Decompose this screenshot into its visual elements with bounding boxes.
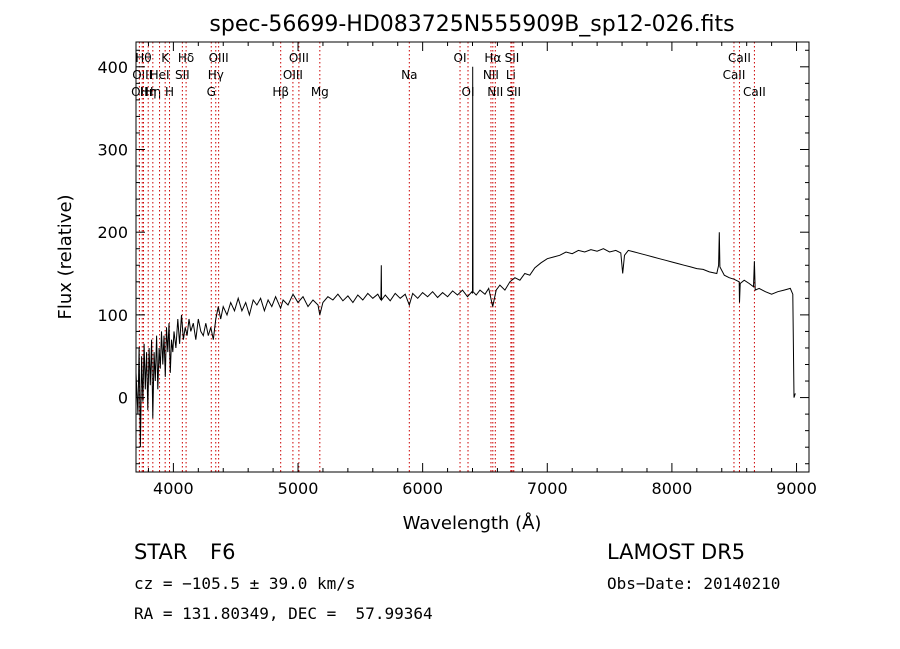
redshift-velocity: cz = −105.5 ± 39.0 km/s xyxy=(134,574,356,593)
spectral-line-label: OIII xyxy=(289,51,309,65)
coordinates: RA = 131.80349, DEC = 57.99364 xyxy=(134,604,433,623)
spectral-line-label: Hδ xyxy=(178,51,194,65)
spectral-line-label: SII xyxy=(506,85,521,99)
y-tick-label: 200 xyxy=(97,223,128,242)
y-axis-label: Flux (relative) xyxy=(55,194,76,319)
object-subclass: F6 xyxy=(210,540,236,564)
survey-name: LAMOST DR5 xyxy=(607,540,746,564)
spectral-line-label: OIII xyxy=(283,68,303,82)
x-tick-label: 8000 xyxy=(652,479,693,498)
spectral-line-label: Hα xyxy=(484,51,501,65)
spectral-line-label: Hβ xyxy=(272,85,289,99)
y-tick-label: 400 xyxy=(97,58,128,77)
spectral-line-label: CaII xyxy=(723,68,746,82)
chart-title: spec-56699-HD083725N555909B_sp12-026.fit… xyxy=(209,12,734,37)
x-tick-label: 6000 xyxy=(402,479,443,498)
spectral-line-label: OI xyxy=(462,85,475,99)
x-tick-label: 9000 xyxy=(776,479,817,498)
spectral-line-label: Hθ xyxy=(135,51,151,65)
spectral-line-label: OI xyxy=(454,51,467,65)
spectral-line-label: CaII xyxy=(728,51,751,65)
axis-layer: 4000 5000 6000 7000 8000 9000 0 100 200 300 400 xyxy=(97,42,817,498)
spectral-line-label: OIII xyxy=(209,51,229,65)
spectral-line-label: H xyxy=(165,85,174,99)
y-tick-label: 100 xyxy=(97,306,128,325)
spectrum-line xyxy=(135,66,796,448)
x-tick-label: 5000 xyxy=(278,479,319,498)
x-tick-label: 7000 xyxy=(527,479,568,498)
spectral-line-label: HeI xyxy=(150,68,170,82)
x-axis-label: Wavelength (Å) xyxy=(403,512,542,534)
spectral-line-label: G xyxy=(207,85,216,99)
spectral-line-label: SII xyxy=(175,68,190,82)
line-marker-layer: OIIOIIIHθHηHηHeIKHSIIHδGHγOIIIHβOIIIOIII… xyxy=(131,42,766,472)
spectral-line-label: SII xyxy=(505,51,520,65)
spectral-line-label: Li xyxy=(506,68,516,82)
spectral-line-label: CaII xyxy=(743,85,766,99)
spectral-line-label: K xyxy=(161,51,170,65)
spectral-line-label: NII xyxy=(487,85,503,99)
spectral-line-label: Hγ xyxy=(208,68,224,82)
y-tick-label: 0 xyxy=(118,389,128,408)
object-class: STAR xyxy=(134,540,188,564)
spectral-line-label: Mg xyxy=(311,85,329,99)
spectral-line-label: Na xyxy=(401,68,417,82)
spectrum-layer xyxy=(135,66,796,448)
x-tick-label: 4000 xyxy=(153,479,194,498)
spectral-line-label: Hη xyxy=(145,85,162,99)
spectral-line-label: NII xyxy=(483,68,499,82)
spectral-line-label: OIII xyxy=(132,68,152,82)
observation-date: Obs−Date: 20140210 xyxy=(607,574,781,593)
y-tick-label: 300 xyxy=(97,141,128,160)
